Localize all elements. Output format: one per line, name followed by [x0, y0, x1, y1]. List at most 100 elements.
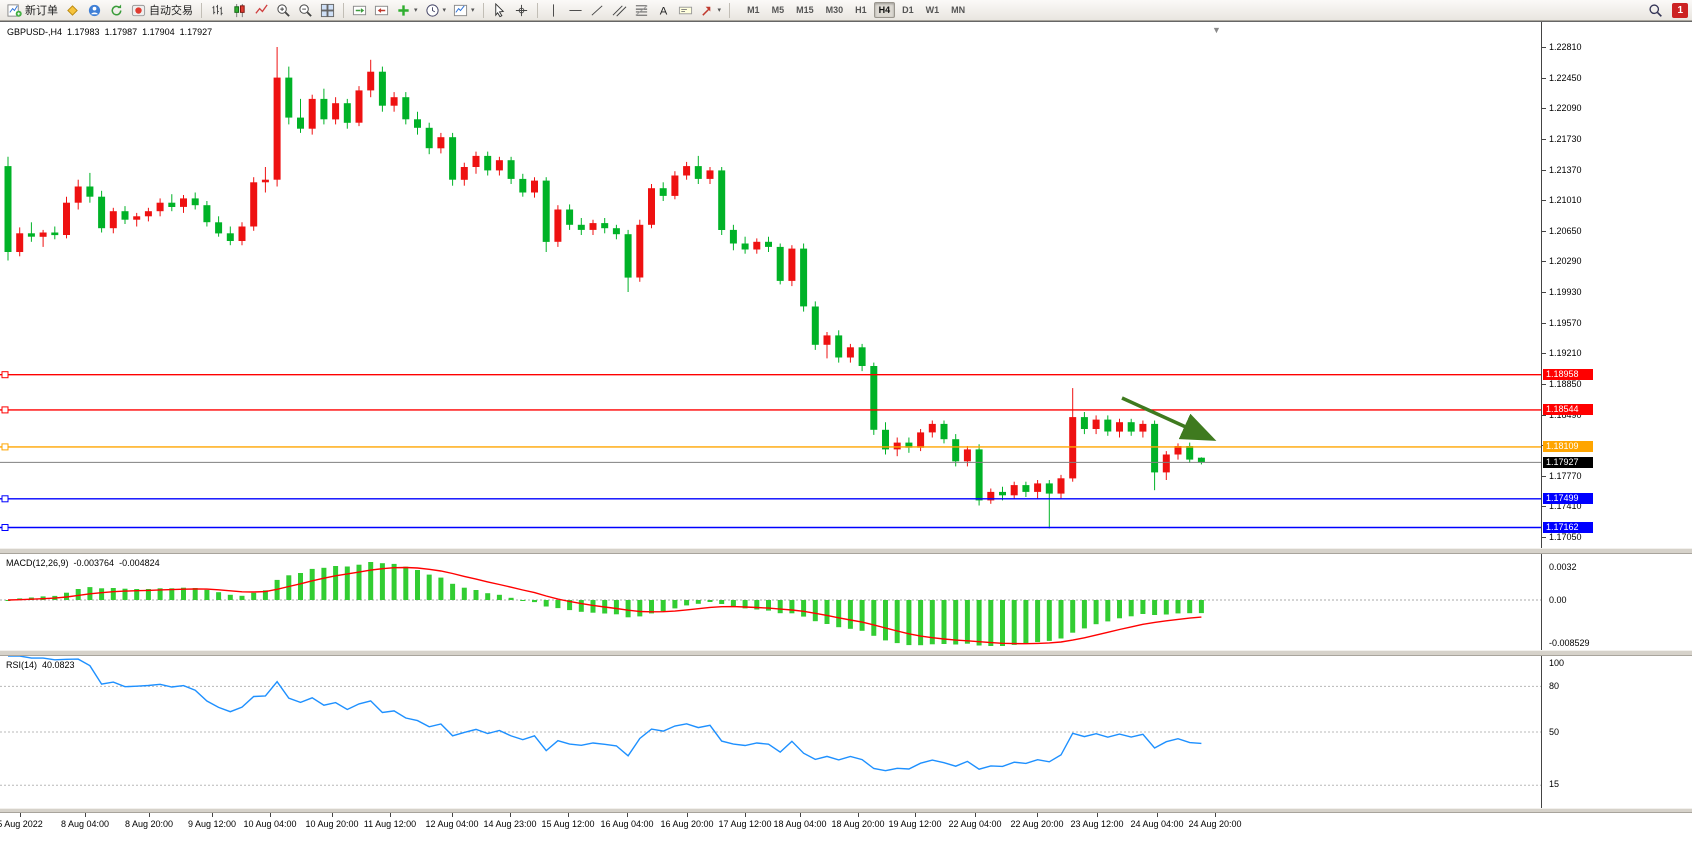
candle: [776, 243, 784, 285]
autotrading-label: 自动交易: [149, 5, 193, 17]
fibonacci-icon: [634, 3, 649, 18]
macd-histogram-bar: [672, 600, 678, 609]
time-tick-label: 12 Aug 04:00: [425, 819, 479, 829]
time-tick-label: 24 Aug 20:00: [1188, 819, 1242, 829]
macd-histogram-bar: [613, 600, 619, 615]
text-button[interactable]: A: [653, 0, 674, 20]
trend-arrow-annotation[interactable]: [1121, 396, 1217, 441]
periods-button[interactable]: ▾: [422, 0, 450, 20]
templates-button[interactable]: ▾: [450, 0, 478, 20]
price-chart[interactable]: [0, 22, 1541, 548]
refresh-button[interactable]: [106, 0, 127, 20]
timeframe-w1[interactable]: W1: [925, 5, 940, 15]
macd-histogram-bar: [227, 594, 233, 600]
line-handle[interactable]: [1, 371, 9, 379]
candle: [507, 156, 515, 184]
time-tick-label: 16 Aug 04:00: [600, 819, 654, 829]
community-button[interactable]: [84, 0, 105, 20]
line-handle[interactable]: [1, 443, 9, 451]
tile-windows-button[interactable]: [317, 0, 338, 20]
candle: [27, 222, 35, 242]
time-axis[interactable]: 5 Aug 2022 8 Aug 04:00 8 Aug 20:00 9 Aug 12…: [0, 813, 1692, 846]
candle: [402, 92, 410, 125]
macd-histogram-bar: [1046, 600, 1052, 641]
timeframe-h1[interactable]: H1: [855, 5, 867, 15]
candle: [449, 132, 457, 186]
panel-resize-handle[interactable]: [0, 650, 1692, 656]
autotrading-button[interactable]: 自动交易: [128, 0, 196, 20]
new-order-button[interactable]: 新订单: [4, 0, 61, 20]
timeframe-m5[interactable]: M5: [771, 5, 785, 15]
crosshair-button[interactable]: [511, 0, 532, 20]
toolbar-separator: [201, 2, 202, 18]
line-handle[interactable]: [1, 524, 9, 531]
cursor-button[interactable]: [489, 0, 510, 20]
timeframe-d1[interactable]: D1: [902, 5, 914, 15]
search-button[interactable]: [1645, 0, 1666, 20]
zoom-out-button[interactable]: [295, 0, 316, 20]
macd-panel[interactable]: [0, 554, 1541, 650]
candle: [987, 488, 995, 504]
macd-histogram-bar: [567, 600, 573, 611]
zoom-in-button[interactable]: [273, 0, 294, 20]
channel-button[interactable]: [609, 0, 630, 20]
time-tick-mark: [1215, 813, 1216, 817]
candle: [1069, 388, 1077, 482]
macd-axis-label: 0.0032: [1549, 562, 1577, 572]
rsi-axis-label: 80: [1549, 681, 1560, 691]
horizontal-line-button[interactable]: [565, 0, 586, 20]
line-handle[interactable]: [1, 495, 9, 503]
panel-resize-handle[interactable]: [0, 808, 1692, 813]
trendline-button[interactable]: [587, 0, 608, 20]
toolbar-separator: [536, 2, 538, 18]
add-indicator-button[interactable]: ▾: [393, 0, 421, 20]
notification-badge[interactable]: 1: [1672, 2, 1688, 18]
rsi-axis-label: 100: [1549, 658, 1565, 668]
timeframe-m30[interactable]: M30: [825, 5, 844, 15]
macd-histogram-bar: [883, 600, 888, 641]
timeframe-m1[interactable]: M1: [747, 5, 760, 15]
candlestick-chart-button[interactable]: [229, 0, 250, 20]
chart-shift-marker[interactable]: ▼: [1212, 25, 1221, 35]
rsi-panel[interactable]: [0, 656, 1541, 808]
timeframe-mn[interactable]: MN: [951, 5, 966, 15]
level-price-tag: 1.18109: [1543, 441, 1593, 453]
macd-histogram-bar: [461, 587, 467, 600]
macd-histogram-bar: [707, 600, 713, 602]
rsi-line: [8, 656, 1202, 772]
price-axis[interactable]: 1.22810 1.22450 1.22090 1.21730 1.21370 1.210…: [1541, 22, 1692, 813]
label-icon: [678, 3, 693, 18]
macd-histogram-bar: [801, 600, 807, 617]
fibonacci-button[interactable]: [631, 0, 652, 20]
macd-histogram-bar: [1093, 600, 1099, 625]
metaeditor-button[interactable]: [62, 0, 83, 20]
line-chart-button[interactable]: [251, 0, 272, 20]
price-tick-label: 1.21010: [1549, 195, 1582, 206]
macd-histogram-bar: [485, 593, 491, 600]
vertical-line-button[interactable]: [543, 0, 564, 20]
price-tick-label: 1.21730: [1549, 133, 1582, 144]
macd-histogram-bar: [964, 600, 970, 644]
timeframe-h4[interactable]: H4: [873, 2, 896, 18]
price-tick-label: 1.22090: [1549, 103, 1582, 114]
time-tick-mark: [270, 813, 271, 817]
candle: [542, 177, 550, 252]
candle: [51, 226, 59, 240]
price-tick-label: 1.21370: [1549, 164, 1582, 175]
line-handle[interactable]: [1, 406, 9, 414]
timeframe-m15[interactable]: M15: [796, 5, 814, 15]
chart-shift-button[interactable]: [371, 0, 392, 20]
bars-chart-button[interactable]: [207, 0, 228, 20]
macd-histogram-bar: [368, 562, 374, 600]
candle: [238, 222, 246, 246]
zoom-out-icon: [298, 3, 313, 18]
panel-resize-handle[interactable]: [0, 548, 1692, 554]
arrows-button[interactable]: ▾: [697, 0, 725, 20]
time-tick-label: 8 Aug 20:00: [124, 819, 174, 829]
label-button[interactable]: [675, 0, 696, 20]
candle: [577, 218, 585, 235]
auto-scroll-button[interactable]: [349, 0, 370, 20]
time-tick-mark: [20, 813, 21, 817]
candle: [765, 236, 772, 252]
price-tick-label: 1.17050: [1549, 532, 1582, 543]
